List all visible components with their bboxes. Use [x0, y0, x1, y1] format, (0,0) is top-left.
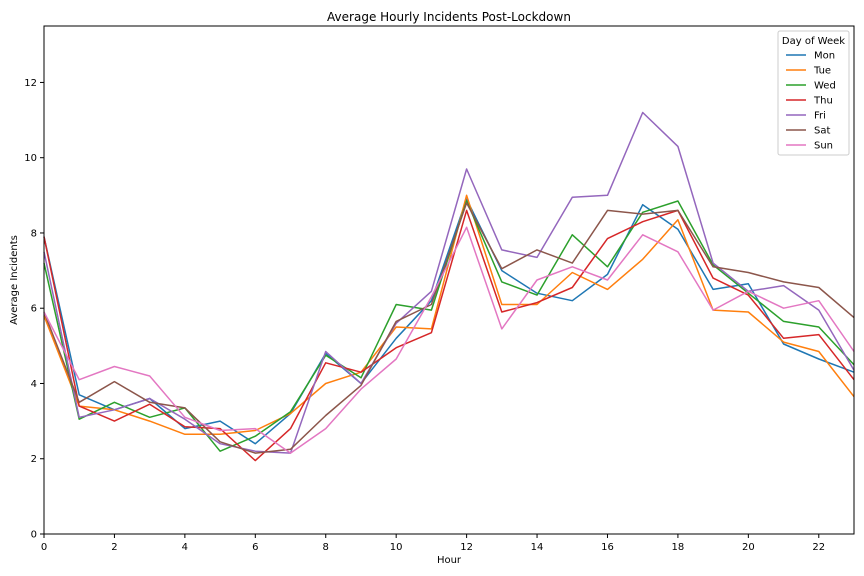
legend-label-wed: Wed	[814, 81, 836, 92]
x-tick-label: 20	[742, 542, 755, 553]
x-tick-label: 22	[812, 542, 825, 553]
legend-box	[777, 30, 850, 156]
x-tick-label: 12	[460, 542, 473, 553]
legend: Day of Week Mon Tue Wed Thu Fri Sat Sun	[777, 30, 850, 156]
axis-ticks: 0 2 4 6 8 10 12 14 16 18 20 22 0 2 4 6 8 10 12	[24, 78, 825, 553]
y-tick-label: 8	[31, 228, 37, 239]
x-tick-label: 10	[390, 542, 403, 553]
x-tick-label: 8	[323, 542, 329, 553]
legend-label-thu: Thu	[813, 96, 833, 107]
legend-label-mon: Mon	[814, 51, 835, 62]
y-tick-label: 2	[31, 454, 37, 465]
x-tick-label: 0	[41, 542, 47, 553]
series-line-sat	[43, 202, 855, 454]
series-line-sun	[43, 226, 855, 454]
x-tick-label: 14	[531, 542, 544, 553]
x-tick-label: 16	[601, 542, 614, 553]
legend-label-fri: Fri	[814, 111, 826, 122]
x-axis-label: Hour	[437, 555, 462, 566]
y-tick-label: 12	[24, 78, 37, 89]
y-tick-label: 6	[31, 304, 37, 315]
chart-title: Average Hourly Incidents Post-Lockdown	[327, 10, 571, 24]
plot-frame	[43, 25, 855, 535]
y-tick-label: 0	[31, 530, 37, 541]
y-axis-label: Average Incidents	[9, 235, 20, 325]
series-line-thu	[43, 209, 855, 462]
x-tick-label: 18	[672, 542, 685, 553]
x-tick-label: 2	[111, 542, 117, 553]
y-tick-label: 4	[31, 379, 37, 390]
y-tick-label: 10	[24, 153, 37, 164]
legend-label-sun: Sun	[814, 141, 833, 152]
series-lines	[43, 111, 855, 462]
x-tick-label: 4	[182, 542, 188, 553]
legend-label-tue: Tue	[813, 66, 831, 77]
legend-label-sat: Sat	[814, 126, 830, 137]
legend-title: Day of Week	[782, 36, 845, 47]
x-tick-label: 6	[252, 542, 258, 553]
